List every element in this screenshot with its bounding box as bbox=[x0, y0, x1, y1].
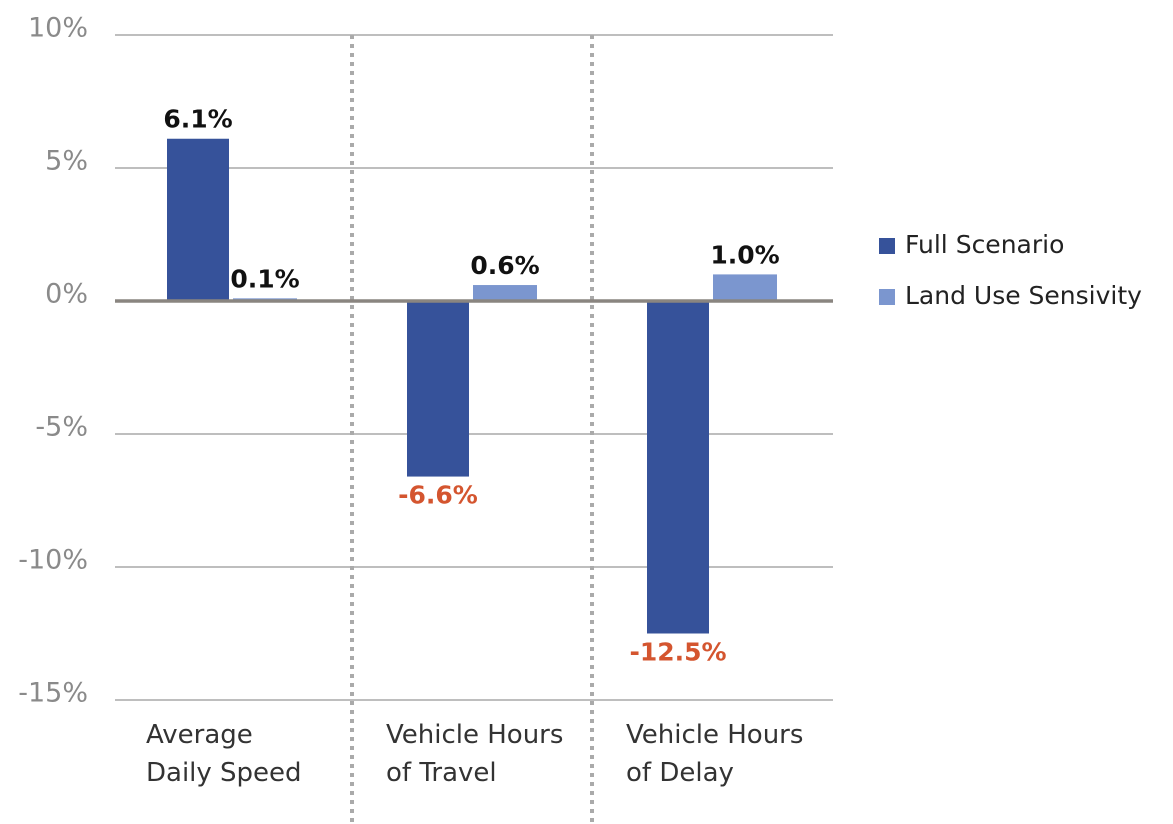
y-tick-label: -10% bbox=[18, 545, 88, 576]
legend-swatch bbox=[879, 238, 895, 254]
x-tick-label: Vehicle Hours of Delay bbox=[626, 720, 804, 788]
value-label: -12.5% bbox=[629, 638, 726, 667]
y-tick-label: 5% bbox=[45, 146, 88, 177]
x-tick-label: Average Daily Speed bbox=[146, 720, 302, 788]
bar bbox=[647, 301, 709, 634]
legend-label: Full Scenario bbox=[905, 230, 1064, 259]
value-label: 1.0% bbox=[710, 240, 779, 269]
y-tick-label: -5% bbox=[35, 412, 88, 443]
bar bbox=[713, 274, 777, 301]
value-label: 0.6% bbox=[470, 251, 539, 280]
y-tick-label: 0% bbox=[45, 279, 88, 310]
bar bbox=[407, 301, 469, 477]
legend-label: Land Use Sensivity bbox=[905, 281, 1142, 310]
bar bbox=[167, 138, 229, 301]
value-label: 6.1% bbox=[163, 105, 232, 134]
value-label: 0.1% bbox=[230, 264, 299, 293]
bar bbox=[473, 285, 537, 301]
value-label: -6.6% bbox=[398, 481, 478, 510]
legend-swatch bbox=[879, 289, 895, 305]
y-tick-label: -15% bbox=[18, 678, 88, 709]
y-tick-label: 10% bbox=[28, 13, 88, 44]
x-tick-label: Vehicle Hours of Travel bbox=[386, 720, 564, 788]
